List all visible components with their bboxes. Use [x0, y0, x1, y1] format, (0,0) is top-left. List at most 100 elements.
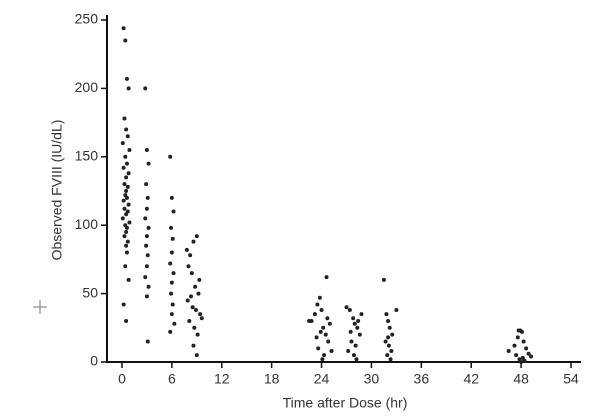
data-point — [359, 312, 364, 317]
data-point — [194, 353, 199, 358]
data-point — [529, 354, 534, 359]
data-point — [384, 312, 389, 317]
data-point — [307, 318, 312, 323]
x-tick-label: 42 — [463, 371, 479, 387]
data-point — [170, 302, 175, 307]
x-tick-label: 30 — [364, 371, 380, 387]
data-point — [190, 305, 195, 310]
data-point — [146, 225, 151, 230]
data-point — [120, 216, 125, 221]
data-point — [191, 343, 196, 348]
data-point — [353, 343, 358, 348]
data-point — [198, 312, 203, 317]
data-point — [168, 154, 173, 159]
data-point — [169, 250, 174, 255]
data-point — [521, 339, 526, 344]
data-point — [351, 353, 356, 358]
data-point — [121, 302, 126, 307]
y-tick-label: 50 — [82, 284, 98, 300]
data-point — [522, 358, 527, 363]
data-point — [354, 357, 359, 362]
data-point — [127, 220, 132, 225]
data-point — [122, 234, 127, 239]
data-point — [169, 291, 174, 296]
y-tick-label: 0 — [90, 353, 98, 369]
x-tick-label: 48 — [513, 371, 529, 387]
data-point — [347, 308, 352, 313]
data-point — [143, 275, 148, 280]
data-point — [144, 182, 149, 187]
data-point — [386, 335, 391, 340]
data-point — [385, 353, 390, 358]
data-point — [185, 298, 190, 303]
data-point — [146, 284, 151, 289]
y-tick-label: 250 — [75, 11, 99, 27]
y-tick-label: 200 — [75, 79, 99, 95]
data-point — [188, 294, 193, 299]
data-point — [124, 318, 129, 323]
data-point — [506, 349, 511, 354]
data-point — [187, 318, 192, 323]
data-point — [123, 264, 128, 269]
data-point — [195, 332, 200, 337]
data-point — [519, 360, 524, 364]
data-point — [352, 321, 357, 326]
data-point — [146, 161, 151, 166]
data-point — [315, 302, 320, 307]
data-point — [188, 253, 193, 258]
x-tick-label: 6 — [168, 371, 176, 387]
data-point — [348, 329, 353, 334]
data-point — [316, 346, 321, 351]
y-axis-label: Observed FVIII (IU/dL) — [49, 120, 65, 261]
data-point — [125, 134, 130, 139]
data-point — [322, 353, 327, 358]
data-point — [381, 277, 386, 282]
cursor-icon — [33, 300, 47, 314]
data-point — [126, 277, 131, 282]
data-point — [123, 38, 128, 43]
x-tick-label: 18 — [264, 371, 280, 387]
data-point — [514, 353, 519, 358]
data-point — [126, 171, 131, 176]
x-tick-label: 12 — [214, 371, 230, 387]
data-point — [144, 234, 149, 239]
data-point — [144, 147, 149, 152]
data-point — [145, 253, 150, 258]
y-tick-label: 150 — [75, 148, 99, 164]
data-point — [171, 271, 176, 276]
data-point — [318, 329, 323, 334]
data-point — [191, 239, 196, 244]
data-point — [145, 339, 150, 344]
data-point — [124, 243, 129, 248]
data-point — [121, 165, 126, 170]
data-point — [356, 318, 361, 323]
data-point — [516, 328, 521, 333]
data-point — [121, 198, 126, 203]
data-point — [171, 209, 176, 214]
data-point — [169, 195, 174, 200]
data-point — [194, 234, 199, 239]
data-point — [144, 294, 149, 299]
data-point — [526, 351, 531, 356]
data-point — [327, 321, 332, 326]
data-point — [317, 295, 322, 300]
data-point — [124, 250, 129, 255]
data-point — [388, 357, 393, 362]
data-point — [390, 332, 395, 337]
x-axis-label: Time after Dose (hr) — [283, 395, 408, 411]
data-point — [122, 206, 127, 211]
data-point — [357, 332, 362, 337]
data-point — [123, 154, 128, 159]
x-tick-label: 24 — [314, 371, 330, 387]
data-point — [515, 335, 520, 340]
data-point — [124, 195, 129, 200]
data-point — [386, 318, 391, 323]
data-point — [193, 284, 198, 289]
data-point — [314, 335, 319, 340]
data-point — [120, 141, 125, 146]
data-point — [193, 308, 198, 313]
data-point — [169, 225, 174, 230]
data-point — [126, 86, 131, 91]
